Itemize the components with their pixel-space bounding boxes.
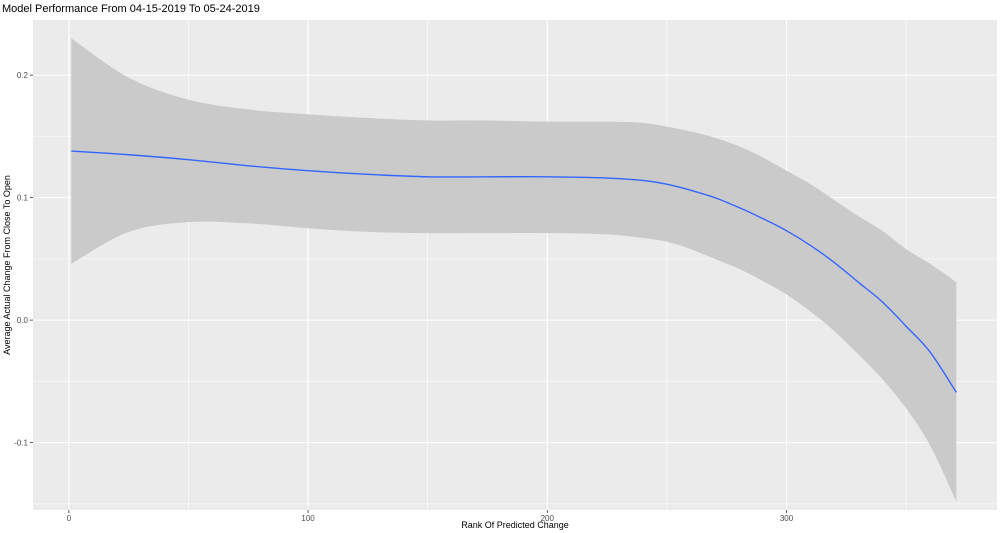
y-tick-label: 0.1 [17,194,29,203]
chart-title: Model Performance From 04-15-2019 To 05-… [2,3,260,15]
y-tick-label: 0.2 [17,71,29,80]
x-axis-label: Rank Of Predicted Change [461,520,569,530]
y-tick-label: -0.1 [14,439,28,448]
fit-line [71,150,957,393]
x-tick-label: 300 [780,514,794,523]
fit-line-path [71,150,957,393]
confidence-band-area [71,38,957,502]
x-tick-label: 200 [541,514,555,523]
x-tick-label: 100 [301,514,315,523]
x-axis-ticks: 0 100 200 300 [67,510,794,523]
y-axis-label: Average Actual Change From Close To Open [2,175,12,355]
y-tick-label: 0.0 [17,316,29,325]
confidence-band [71,38,957,502]
y-axis-ticks: -0.1 0.0 0.1 0.2 [14,71,33,448]
x-tick-label: 0 [67,514,72,523]
